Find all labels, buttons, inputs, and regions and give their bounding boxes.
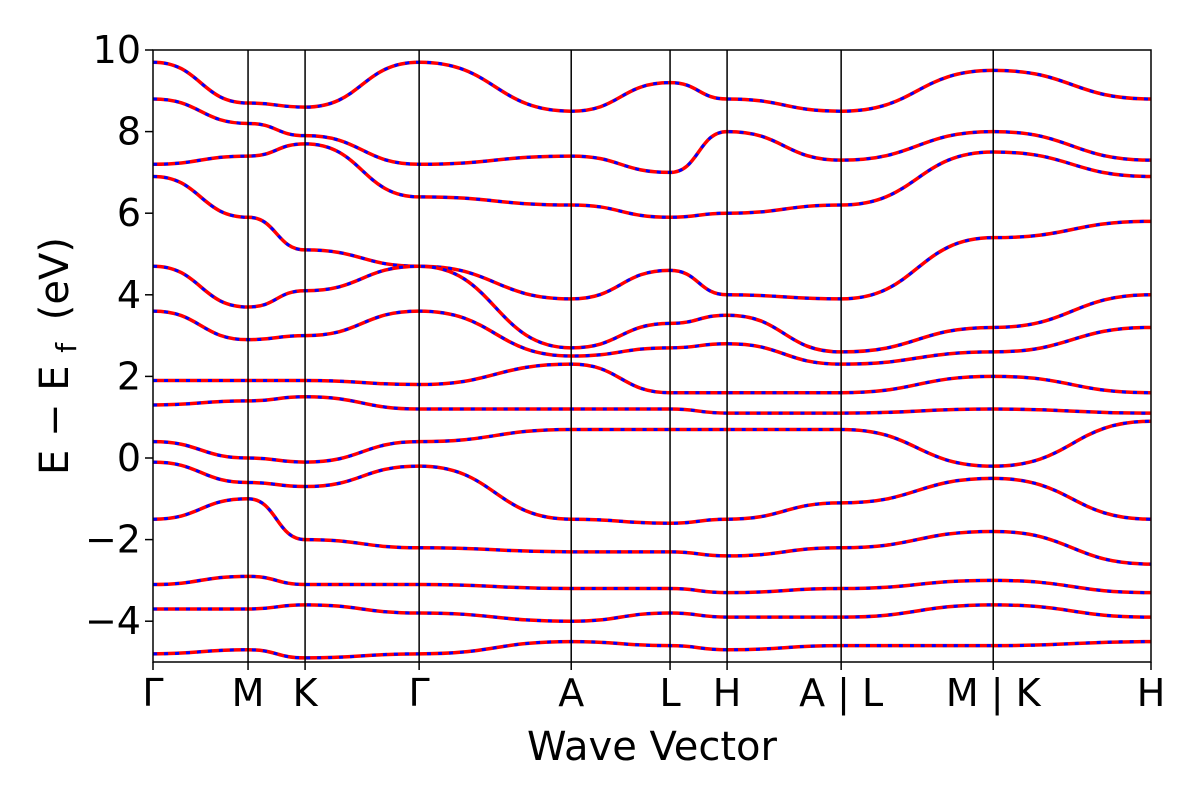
plot-frame [152, 49, 1152, 663]
high-symmetry-lines [247, 50, 994, 662]
band-dft-11 [152, 574, 1152, 595]
band-wannier-13 [152, 640, 1152, 660]
x-tick-label: Γ [142, 671, 163, 715]
x-tick-label: A [558, 671, 584, 715]
y-tick-label: −4 [85, 599, 141, 643]
band-wannier-11 [152, 574, 1152, 595]
y-axis-label-main: E − E [32, 365, 78, 475]
y-tick-label: 8 [117, 110, 141, 154]
band-dft-5 [152, 309, 1152, 366]
band-dft-9 [152, 460, 1152, 526]
x-tick-label: A | L [799, 671, 883, 716]
band-dft-12 [153, 603, 1152, 623]
x-tick-label: L [659, 671, 680, 715]
band-wannier-2 [152, 142, 1152, 219]
band-wannier-6 [153, 362, 1152, 395]
band-dft-6 [153, 362, 1152, 395]
x-tick-label: K [293, 671, 319, 715]
y-axis-ticks: −4 −2 0 2 4 6 8 10 [85, 28, 153, 643]
y-tick-label: 6 [117, 191, 141, 235]
x-tick-label: M | K [946, 671, 1042, 716]
y-tick-label: −2 [85, 518, 141, 562]
x-tick-label: M [232, 671, 265, 715]
y-tick-label: 10 [93, 28, 141, 72]
x-tick-label: Γ [409, 671, 430, 715]
band-wannier-0 [152, 60, 1152, 113]
x-tick-label: H [1137, 671, 1166, 715]
band-wannier-5 [152, 309, 1152, 366]
band-dft-0 [152, 60, 1152, 113]
band-wannier-10 [152, 497, 1152, 566]
band-dft-8 [152, 419, 1152, 468]
y-tick-label: 0 [117, 436, 141, 480]
band-dft-4 [152, 264, 1152, 354]
band-wannier-1 [152, 97, 1152, 174]
band-wannier-9 [152, 460, 1152, 525]
band-wannier-12 [153, 603, 1152, 623]
band-dft-2 [152, 142, 1152, 220]
y-tick-label: 4 [117, 273, 141, 317]
band-wannier-7 [152, 395, 1152, 415]
x-axis-label: Wave Vector [527, 724, 778, 770]
band-wannier-3 [152, 174, 1152, 301]
y-axis-label: E − E f (eV) [32, 237, 86, 475]
band-lines [152, 60, 1152, 660]
band-dft-7 [152, 395, 1152, 415]
y-axis-label-subscript: f [50, 342, 83, 353]
band-wannier-4 [152, 264, 1152, 354]
y-axis-label-unit: (eV) [32, 237, 78, 320]
x-tick-label: H [713, 671, 742, 715]
band-dft-13 [152, 639, 1152, 660]
y-tick-label: 2 [117, 354, 141, 398]
